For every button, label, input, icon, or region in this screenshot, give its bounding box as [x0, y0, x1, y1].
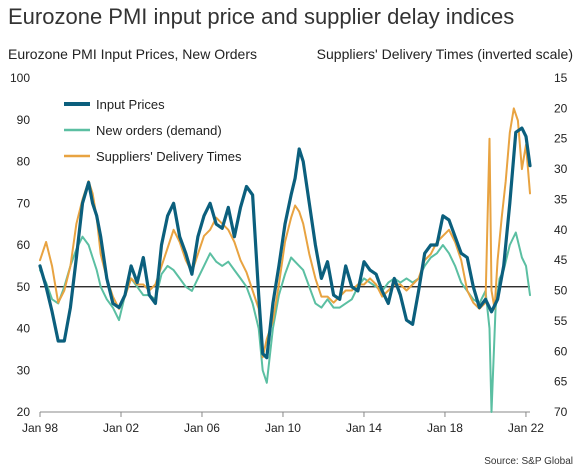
- left-y-ticks: 20 30 40 50 60 70 80 90 100: [10, 71, 30, 419]
- right-y-tick-label: 50: [554, 284, 568, 298]
- right-y-tick-label: 65: [554, 375, 568, 389]
- left-y-tick-label: 70: [17, 196, 31, 210]
- left-y-tick-label: 90: [17, 113, 31, 127]
- source-note: Source: S&P Global: [484, 456, 573, 467]
- right-y-tick-label: 40: [554, 223, 568, 237]
- left-axis-title: Eurozone PMI Input Prices, New Orders: [8, 46, 257, 62]
- legend-label-suppliers-delivery-times: Suppliers' Delivery Times: [96, 149, 242, 164]
- x-tick-label: Jan 22: [508, 421, 544, 435]
- right-axis-title: Suppliers' Delivery Times (inverted scal…: [316, 46, 573, 62]
- left-y-tick-label: 80: [17, 155, 31, 169]
- x-tick-label: Jan 02: [103, 421, 139, 435]
- chart-title: Eurozone PMI input price and supplier de…: [8, 4, 515, 29]
- x-tick-label: Jan 18: [427, 421, 463, 435]
- x-tick-label: Jan 14: [346, 421, 382, 435]
- left-y-tick-label: 100: [10, 71, 30, 85]
- x-tick-label: Jan 98: [22, 421, 58, 435]
- left-y-tick-label: 30: [17, 363, 31, 377]
- right-y-tick-label: 60: [554, 344, 568, 358]
- series-line-new-orders-demand: [39, 231, 531, 413]
- legend-label-input-prices: Input Prices: [96, 97, 165, 112]
- right-y-tick-label: 70: [554, 405, 568, 419]
- legend: Input Prices New orders (demand) Suppliers…: [64, 97, 242, 164]
- right-y-tick-label: 25: [554, 132, 568, 146]
- x-tick-label: Jan 06: [184, 421, 220, 435]
- right-y-tick-label: 55: [554, 314, 568, 328]
- x-tick-label: Jan 10: [265, 421, 301, 435]
- right-y-tick-label: 45: [554, 253, 568, 267]
- right-y-ticks: 70 65 60 55 50 45 40 35 30 25 20 15: [554, 71, 568, 419]
- legend-label-new-orders-demand: New orders (demand): [96, 123, 222, 138]
- left-y-tick-label: 50: [17, 280, 31, 294]
- left-y-tick-label: 60: [17, 238, 31, 252]
- left-y-tick-label: 20: [17, 405, 31, 419]
- right-y-tick-label: 30: [554, 162, 568, 176]
- right-y-tick-label: 20: [554, 101, 568, 115]
- series-line-input-prices: [38, 126, 532, 360]
- x-ticks: Jan 98 Jan 02 Jan 06 Jan 10 Jan 14 Jan 18 Jan …: [22, 412, 544, 435]
- series-group: [38, 107, 532, 413]
- right-y-tick-label: 15: [554, 71, 568, 85]
- left-y-tick-label: 40: [17, 322, 31, 336]
- right-y-tick-label: 35: [554, 192, 568, 206]
